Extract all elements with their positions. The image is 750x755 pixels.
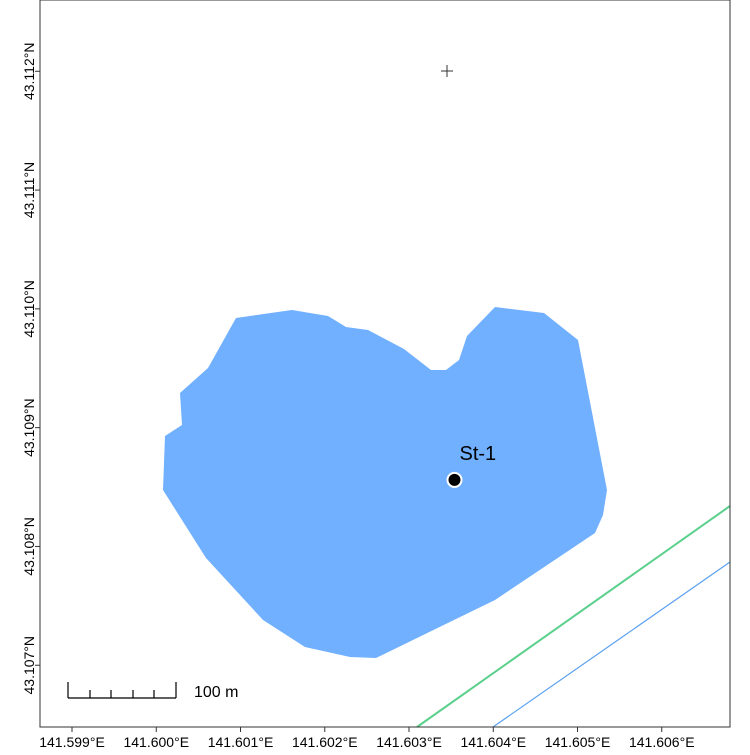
y-tick-label: 43.108°N	[21, 517, 37, 576]
y-tick-label: 43.107°N	[21, 636, 37, 695]
scale-label: 100 m	[194, 684, 238, 701]
frame	[39, 0, 731, 728]
center-cross	[441, 65, 453, 77]
y-tick-label: 43.110°N	[21, 280, 37, 338]
x-tick-label: 141.599°E	[39, 734, 105, 750]
river	[492, 561, 731, 728]
station	[446, 471, 463, 488]
x-tick-label: 141.601°E	[208, 734, 274, 750]
y-tick-label: 43.109°N	[21, 398, 37, 457]
x-tick-label: 141.605°E	[545, 734, 611, 750]
y-tick-label: 43.111°N	[21, 162, 37, 218]
road	[416, 505, 731, 728]
x-tick-label: 141.603°E	[376, 734, 442, 750]
x-tick-label: 141.600°E	[123, 734, 189, 750]
x-tick-label: 141.606°E	[629, 734, 695, 750]
x-tick-label: 141.602°E	[292, 734, 358, 750]
scale-bar	[67, 682, 177, 699]
x-tick-label: 141.604°E	[460, 734, 526, 750]
y-tick-label: 43.112°N	[21, 43, 37, 101]
lake	[163, 307, 607, 658]
station-label: St-1	[460, 443, 497, 465]
